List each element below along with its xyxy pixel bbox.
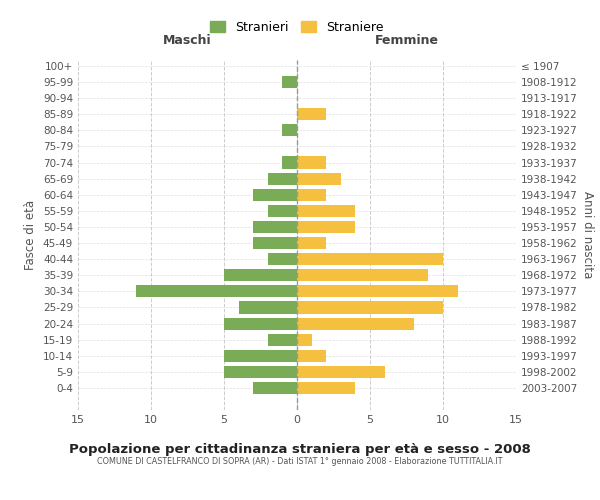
- Bar: [283, 124, 297, 136]
- Bar: [268, 205, 297, 217]
- Bar: [297, 205, 355, 217]
- Bar: [253, 188, 297, 201]
- Bar: [297, 382, 355, 394]
- Bar: [224, 269, 297, 281]
- Bar: [268, 334, 297, 346]
- Text: COMUNE DI CASTELFRANCO DI SOPRA (AR) - Dati ISTAT 1° gennaio 2008 - Elaborazione: COMUNE DI CASTELFRANCO DI SOPRA (AR) - D…: [97, 458, 503, 466]
- Bar: [224, 366, 297, 378]
- Text: Maschi: Maschi: [163, 34, 212, 46]
- Bar: [297, 237, 326, 249]
- Bar: [297, 269, 428, 281]
- Bar: [268, 253, 297, 265]
- Bar: [297, 350, 326, 362]
- Bar: [297, 286, 458, 298]
- Bar: [297, 172, 341, 184]
- Text: Popolazione per cittadinanza straniera per età e sesso - 2008: Popolazione per cittadinanza straniera p…: [69, 442, 531, 456]
- Bar: [297, 221, 355, 233]
- Text: Femmine: Femmine: [374, 34, 439, 46]
- Bar: [297, 302, 443, 314]
- Bar: [268, 172, 297, 184]
- Bar: [297, 318, 414, 330]
- Bar: [297, 334, 311, 346]
- Bar: [297, 188, 326, 201]
- Legend: Stranieri, Straniere: Stranieri, Straniere: [206, 17, 388, 38]
- Bar: [283, 156, 297, 168]
- Bar: [253, 237, 297, 249]
- Y-axis label: Fasce di età: Fasce di età: [25, 200, 37, 270]
- Bar: [136, 286, 297, 298]
- Bar: [224, 318, 297, 330]
- Y-axis label: Anni di nascita: Anni di nascita: [581, 192, 594, 278]
- Bar: [283, 76, 297, 88]
- Bar: [297, 108, 326, 120]
- Bar: [297, 253, 443, 265]
- Bar: [297, 156, 326, 168]
- Bar: [253, 382, 297, 394]
- Bar: [224, 350, 297, 362]
- Bar: [239, 302, 297, 314]
- Bar: [253, 221, 297, 233]
- Bar: [297, 366, 385, 378]
